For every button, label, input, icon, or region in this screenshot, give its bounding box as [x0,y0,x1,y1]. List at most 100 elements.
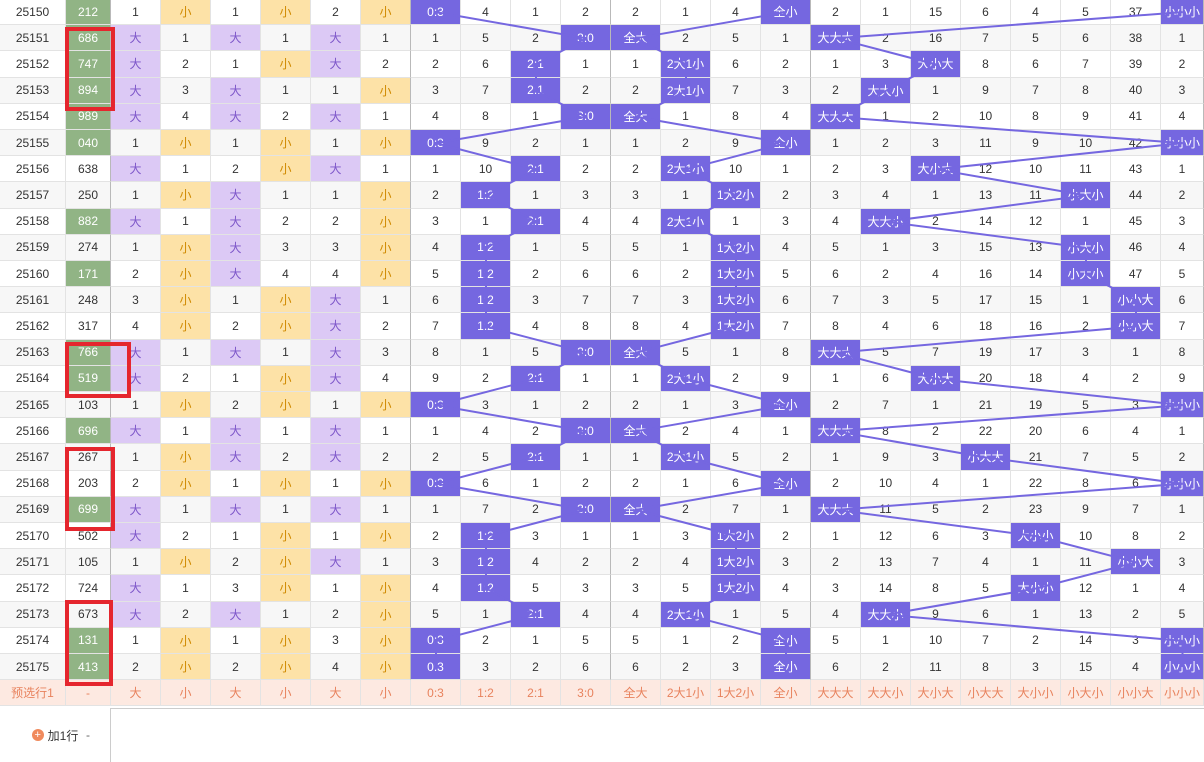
trend-cell: 3 [1011,654,1061,681]
trend-cell: 1 [361,418,411,445]
trend-cell: 1 [161,208,211,235]
trend-cell: 小 [361,601,411,628]
trend-cell: 2 [561,549,611,576]
trend-cell: 1 [1111,575,1161,602]
trend-cell: 2:1 [511,601,561,628]
preselect-option[interactable]: 全小 [761,680,811,707]
preselect-option[interactable]: 小 [361,680,411,707]
trend-cell: 2:1 [511,77,561,104]
preselect-option[interactable]: 1:2 [461,680,511,707]
trend-cell: 18 [961,313,1011,340]
trend-cell: 小大小 [1061,182,1111,209]
trend-cell: 8 [461,103,511,130]
trend-cell: 10 [1061,523,1111,550]
preselect-option[interactable]: 大大大 [811,680,861,707]
trend-cell: 小 [261,627,311,654]
trend-cell: 全大 [611,496,661,523]
trend-cell: 大 [311,156,361,183]
trend-cell: 9 [711,130,761,157]
trend-cell: 大 [111,496,161,523]
trend-cell: 大 [111,575,161,602]
trend-cell: 1 [1161,25,1204,52]
trend-cell: 小小小 [1161,130,1204,157]
trend-cell: 3:0 [561,103,611,130]
trend-cell: 2大1小 [661,51,711,78]
trend-cell: 1:2 [461,234,511,261]
preselect-option[interactable]: 大小小 [1011,680,1061,707]
trend-cell: 大小小 [1011,523,1061,550]
trend-cell: 3:0 [561,25,611,52]
preselect-option[interactable]: 小 [161,680,211,707]
trend-cell: 4 [911,261,961,288]
trend-cell: 4 [1161,575,1204,602]
trend-cell: 3 [861,156,911,183]
trend-cell: 2 [811,0,861,26]
trend-cell: 9 [911,601,961,628]
trend-cell: 大 [311,25,361,52]
preselect-option[interactable]: 大 [311,680,361,707]
trend-cell: 6 [711,51,761,78]
trend-cell: 小 [161,0,211,26]
trend-cell: 0:3 [411,470,461,497]
trend-cell: 1大2小 [711,234,761,261]
trend-cell: 5 [911,287,961,314]
trend-cell: 5 [1061,392,1111,419]
preselect-option[interactable]: 3:0 [561,680,611,707]
trend-cell: 大 [311,339,361,366]
trend-cell: 3 [611,575,661,602]
trend-cell: 6 [611,654,661,681]
preselect-option[interactable]: 大小大 [911,680,961,707]
trend-cell: 2大1小 [661,208,711,235]
trend-cell: 2 [311,208,361,235]
preselect-option[interactable]: 小大大 [961,680,1011,707]
trend-cell: 1 [311,130,361,157]
trend-cell: 3 [711,654,761,681]
trend-cell: 小 [161,287,211,314]
preselect-option[interactable]: 大大小 [861,680,911,707]
trend-cell: 1 [311,77,361,104]
trend-cell: 9 [761,365,811,392]
trend-cell: 0:3 [411,0,461,26]
preselect-option[interactable]: 大 [111,680,161,707]
trend-cell: 9 [861,444,911,471]
trend-cell: 小 [361,0,411,26]
draw-number: 696 [66,418,111,445]
trend-cell: 7 [461,77,511,104]
preselect-option[interactable]: 0:3 [411,680,461,707]
trend-cell: 2 [511,261,561,288]
trend-cell: 1 [561,51,611,78]
trend-cell: 3 [661,523,711,550]
preselect-option[interactable]: 全大 [611,680,661,707]
trend-cell: 2 [611,0,661,26]
trend-cell: 8 [1061,77,1111,104]
issue-number: 25171 [0,549,66,576]
draw-number: 502 [66,523,111,550]
trend-cell: 7 [911,549,961,576]
preselect-option[interactable]: 1大2小 [711,680,761,707]
trend-cell: 1 [1061,208,1111,235]
preselect-option[interactable]: 2大1小 [661,680,711,707]
trend-cell: 5 [711,25,761,52]
trend-cell: 小 [361,392,411,419]
trend-cell: 6 [811,654,861,681]
trend-cell: 5 [461,25,511,52]
trend-cell: 2 [761,523,811,550]
trend-cell: 大 [111,523,161,550]
preselect-option[interactable]: 大 [211,680,261,707]
preselect-option[interactable]: 小小大 [1111,680,1161,707]
trend-cell: 6 [461,51,511,78]
trend-cell: 5 [1161,261,1204,288]
preselect-option[interactable]: - [66,680,111,707]
trend-cell: 19 [961,339,1011,366]
preselect-option[interactable]: 小 [261,680,311,707]
trend-cell: 1 [311,182,361,209]
preselect-option[interactable]: 2:1 [511,680,561,707]
preselect-option[interactable]: 小小小 [1161,680,1204,707]
trend-cell: 2 [811,156,861,183]
trend-cell: 12 [861,523,911,550]
trend-cell: 39 [1111,51,1161,78]
trend-cell: 2 [411,444,461,471]
add-row-button[interactable]: + 加1行 [0,708,111,762]
issue-number: 25164 [0,365,66,392]
preselect-option[interactable]: 小大小 [1061,680,1111,707]
